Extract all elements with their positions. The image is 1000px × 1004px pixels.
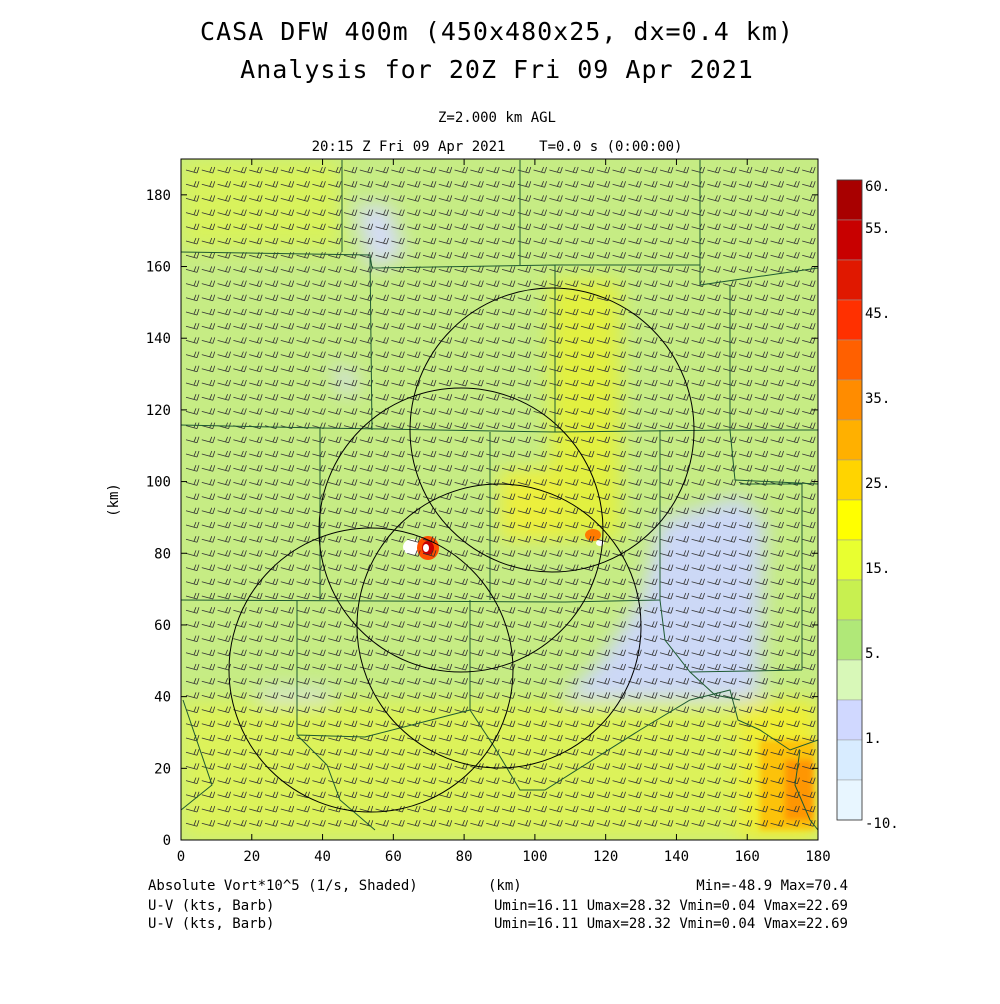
colorbar-label: 60. [865,179,890,195]
x-tick-label: 0 [177,849,185,865]
y-tick-label: 140 [146,331,171,347]
y-tick-label: 180 [146,188,171,204]
x-tick-label: 160 [735,849,760,865]
y-tick-label: 0 [163,833,171,849]
x-tick-label: 60 [385,849,402,865]
county-line [369,254,373,431]
y-tick-label: 60 [154,618,171,634]
county-line [181,430,661,603]
x-axis: 0 20 40 60 80 100 120 140 160 180 [177,159,831,865]
colorbar-label: -10. [865,816,899,832]
x-tick-label: 180 [805,849,830,865]
plot-frame [180,158,819,841]
y-tick-label: 100 [146,475,171,491]
colorbar-swatch [836,339,863,381]
colorbar-label: 45. [865,306,890,322]
y-tick-label: 160 [146,260,171,276]
barb2-stats: Umin=16.11 Umax=28.32 Vmin=0.04 Vmax=22.… [494,916,848,932]
colorbar-swatch [836,379,863,421]
colorbar-swatch [836,259,863,301]
title-line1: CASA DFW 400m (450x480x25, dx=0.4 km) [200,17,794,46]
y-tick-label: 120 [146,403,171,419]
county-line [659,599,803,673]
county-line [699,265,818,286]
radar-range-rings [228,287,695,813]
colorbar-swatch [836,419,863,461]
colorbar-swatch [836,499,863,541]
colorbar-swatch [836,459,863,501]
colorbar-label: 25. [865,476,890,492]
colorbar-swatch [836,619,863,661]
y-axis-label: (km) [106,483,122,517]
colorbar-swatch [836,219,863,261]
x-tick-label: 140 [664,849,689,865]
county-line [794,749,818,831]
county-line [181,699,213,811]
time-label: 20:15 Z Fri 09 Apr 2021 T=0.0 s (0:00:00… [312,139,683,155]
colorbar-label: 15. [865,561,890,577]
colorbar-swatch [836,779,863,821]
barb1-label: U-V (kts, Barb) [148,898,274,914]
y-tick-label: 20 [154,761,171,777]
colorbar-swatch [836,699,863,741]
y-tick-label: 40 [154,690,171,706]
county-line [181,251,556,432]
field-label: Absolute Vort*10^5 (1/s, Shaded) [148,878,418,894]
county-line [319,427,818,433]
x-tick-label: 40 [314,849,331,865]
title-line2: Analysis for 20Z Fri 09 Apr 2021 [240,55,754,84]
colorbar-swatch [836,179,863,221]
colorbar-swatch [836,659,863,701]
county-line [296,734,376,831]
colorbar-label: 55. [865,221,890,237]
y-axis: 0 20 40 60 80 100 120 140 160 180 [146,188,818,849]
level-label: Z=2.000 km AGL [438,110,556,126]
radar-ring [228,527,514,813]
x-tick-label: 100 [522,849,547,865]
colorbar-label: 1. [865,731,882,747]
colorbar: 60. 55. 45. 35. 25. 15. 5. 1. -10. [836,179,899,832]
colorbar-swatch [836,299,863,341]
x-unit-label: (km) [488,878,522,894]
county-line [689,671,741,701]
county-line [469,600,818,791]
county-line [729,285,818,485]
x-tick-label: 20 [243,849,260,865]
colorbar-swatch [836,539,863,581]
barb1-stats: Umin=16.11 Umax=28.32 Vmin=0.04 Vmax=22.… [494,898,848,914]
colorbar-swatch [836,579,863,621]
barb2-label: U-V (kts, Barb) [148,916,274,932]
x-tick-label: 120 [593,849,618,865]
vortex-min-white [403,539,421,555]
y-tick-label: 80 [154,546,171,562]
colorbar-swatch [836,739,863,781]
colorbar-label: 5. [865,646,882,662]
minmax-label: Min=-48.9 Max=70.4 [696,878,848,894]
colorbar-label: 35. [865,391,890,407]
county-line [740,483,803,670]
radar-ring [356,483,642,769]
map-plot [181,159,818,840]
x-tick-label: 80 [456,849,473,865]
radar-ring [409,287,695,573]
vortex-secondary [585,529,601,541]
